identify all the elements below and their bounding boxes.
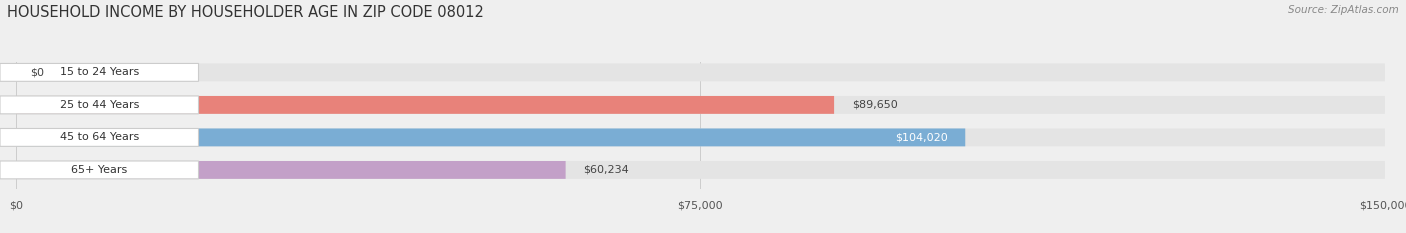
Text: 25 to 44 Years: 25 to 44 Years <box>59 100 139 110</box>
Text: HOUSEHOLD INCOME BY HOUSEHOLDER AGE IN ZIP CODE 08012: HOUSEHOLD INCOME BY HOUSEHOLDER AGE IN Z… <box>7 5 484 20</box>
Text: 15 to 24 Years: 15 to 24 Years <box>59 67 139 77</box>
FancyBboxPatch shape <box>15 161 1385 179</box>
Text: $60,234: $60,234 <box>583 165 628 175</box>
FancyBboxPatch shape <box>15 63 1385 81</box>
Text: 45 to 64 Years: 45 to 64 Years <box>59 132 139 142</box>
FancyBboxPatch shape <box>0 161 198 179</box>
Text: 65+ Years: 65+ Years <box>72 165 128 175</box>
FancyBboxPatch shape <box>15 96 1385 114</box>
Text: $104,020: $104,020 <box>894 132 948 142</box>
FancyBboxPatch shape <box>15 128 1385 146</box>
Text: Source: ZipAtlas.com: Source: ZipAtlas.com <box>1288 5 1399 15</box>
Text: $89,650: $89,650 <box>852 100 897 110</box>
FancyBboxPatch shape <box>15 161 565 179</box>
FancyBboxPatch shape <box>0 96 198 114</box>
Text: $0: $0 <box>30 67 44 77</box>
FancyBboxPatch shape <box>15 96 834 114</box>
FancyBboxPatch shape <box>0 128 198 146</box>
FancyBboxPatch shape <box>15 128 966 146</box>
FancyBboxPatch shape <box>0 63 198 81</box>
